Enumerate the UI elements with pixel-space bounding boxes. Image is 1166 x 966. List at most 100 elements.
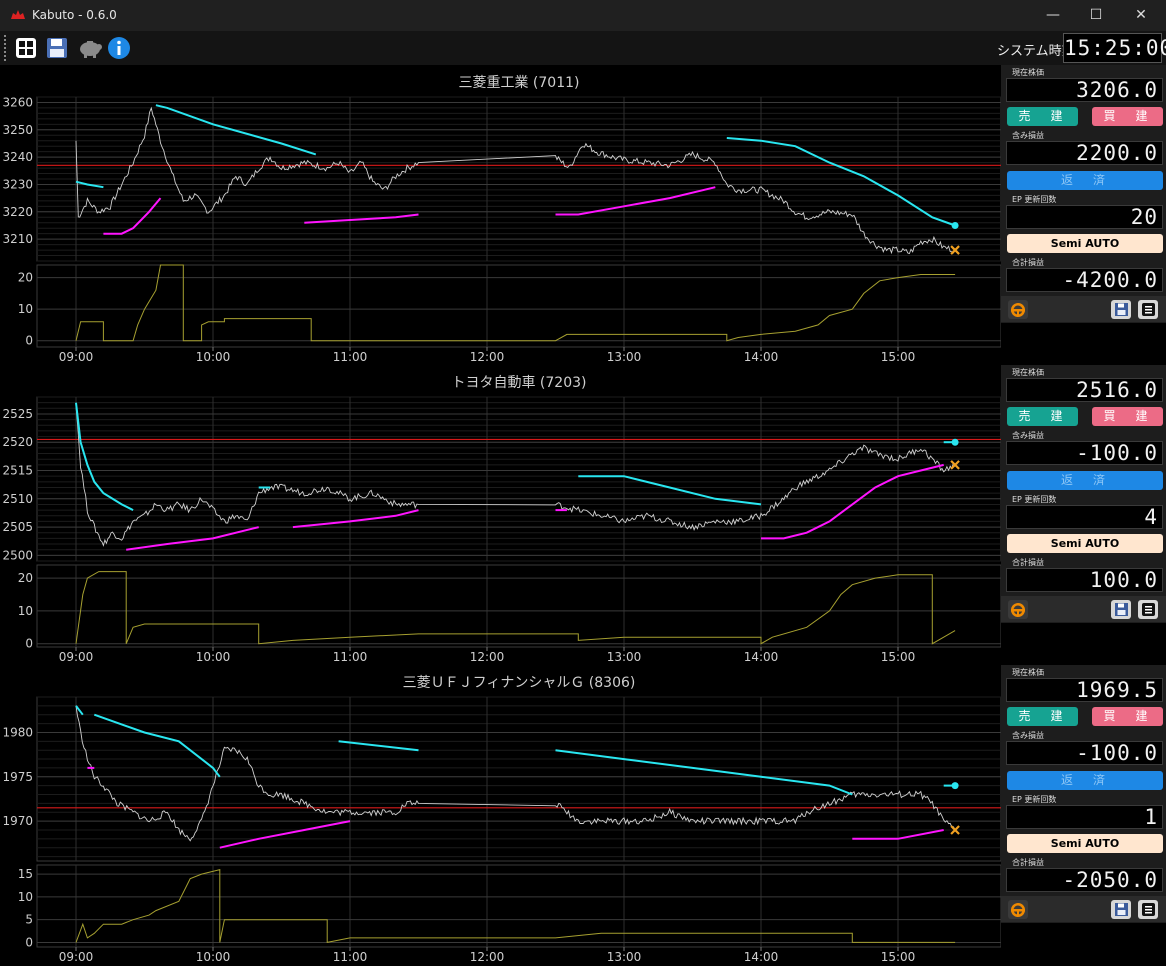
steering-wheel-button[interactable] (1008, 600, 1028, 619)
ep-update-count-value: 4 (1006, 505, 1163, 529)
unrealized-pl-label: 含み損益 (1012, 131, 1044, 140)
count-tick-label: 15 (18, 867, 33, 881)
price-plot-frame (36, 696, 1001, 862)
panel-footer (1001, 896, 1166, 922)
lower-trend-line (852, 829, 944, 840)
buy-open-button[interactable]: 買 建 (1092, 107, 1163, 126)
piggy-bank-icon (80, 41, 102, 58)
toolbar-grip-icon[interactable] (4, 35, 7, 61)
x-tick-label: 15:00 (881, 950, 916, 964)
total-pl-value: 100.0 (1006, 568, 1163, 592)
upper-trend-line (726, 137, 956, 227)
trend-endpoint-marker (951, 782, 959, 790)
last-price-cross-marker (950, 460, 960, 470)
info-icon (108, 37, 130, 59)
trade-panel-7011: 現在株価 3206.0 売 建 買 建 含み損益 2200.0 返 済 EP 更… (1001, 65, 1166, 323)
upper-trend-line (578, 475, 762, 506)
lower-trend-line (126, 526, 259, 551)
count-tick-label: 10 (18, 890, 33, 904)
sell-open-button[interactable]: 売 建 (1007, 707, 1078, 726)
price-tick-label: 3210 (2, 232, 33, 246)
panel-save-button[interactable] (1111, 600, 1131, 619)
price-tick-label: 2525 (2, 407, 33, 421)
upper-trend-line (75, 402, 134, 511)
price-line (75, 705, 956, 842)
semi-auto-button[interactable]: Semi AUTO (1007, 534, 1163, 553)
repay-button[interactable]: 返 済 (1007, 771, 1163, 790)
lower-trend-line (555, 186, 716, 216)
buy-open-button[interactable]: 買 建 (1092, 407, 1163, 426)
panel-save-button[interactable] (1111, 900, 1131, 919)
system-clock-display: 15:25:00 (1063, 33, 1166, 63)
info-button[interactable] (106, 35, 132, 61)
panel-list-button[interactable] (1138, 600, 1158, 619)
price-tick-label: 3220 (2, 205, 33, 219)
panel-list-button[interactable] (1138, 900, 1158, 919)
price-tick-label: 1970 (2, 814, 33, 828)
current-price-value: 1969.5 (1006, 678, 1163, 702)
steering-wheel-button[interactable] (1008, 300, 1028, 319)
x-tick-label: 09:00 (59, 350, 94, 364)
save-button[interactable] (44, 35, 70, 61)
count-tick-label: 20 (18, 271, 33, 285)
x-tick-label: 13:00 (607, 350, 642, 364)
x-tick-label: 11:00 (333, 950, 368, 964)
x-tick-label: 14:00 (744, 350, 779, 364)
total-pl-value: -4200.0 (1006, 268, 1163, 292)
grid-view-button[interactable] (13, 35, 39, 61)
count-tick-label: 5 (25, 913, 33, 927)
semi-auto-button[interactable]: Semi AUTO (1007, 834, 1163, 853)
total-pl-label: 合計損益 (1012, 858, 1044, 867)
total-pl-value: -2050.0 (1006, 868, 1163, 892)
price-tick-label: 2515 (2, 464, 33, 478)
last-price-cross-marker (950, 245, 960, 255)
unrealized-pl-value: 2200.0 (1006, 141, 1163, 165)
count-plot-frame (36, 564, 1001, 648)
chart-title: トヨタ自動車 (7203) (451, 374, 586, 391)
panel-list-button[interactable] (1138, 300, 1158, 319)
current-price-label: 現在株価 (1012, 68, 1044, 77)
upper-trend-line (555, 749, 853, 796)
repay-button[interactable]: 返 済 (1007, 471, 1163, 490)
unrealized-pl-label: 含み損益 (1012, 431, 1044, 440)
piggy-bank-button[interactable] (75, 35, 105, 61)
panel-save-button[interactable] (1111, 300, 1131, 319)
price-tick-label: 3260 (2, 95, 33, 109)
x-tick-label: 10:00 (196, 650, 231, 664)
upper-trend-line (93, 713, 221, 778)
current-price-label: 現在株価 (1012, 368, 1044, 377)
price-tick-label: 2510 (2, 492, 33, 506)
sell-open-button[interactable]: 売 建 (1007, 407, 1078, 426)
steering-wheel-icon (1011, 302, 1025, 317)
ep-update-count-label: EP 更新回数 (1012, 795, 1057, 804)
repay-button[interactable]: 返 済 (1007, 171, 1163, 190)
last-price-cross-marker (950, 825, 960, 835)
ep-update-count-label: EP 更新回数 (1012, 195, 1057, 204)
ep-count-line (75, 571, 956, 645)
unrealized-pl-value: -100.0 (1006, 441, 1163, 465)
list-icon (1141, 603, 1155, 616)
x-tick-label: 15:00 (881, 350, 916, 364)
current-price-value: 3206.0 (1006, 78, 1163, 102)
price-tick-label: 2500 (2, 548, 33, 562)
maximize-button[interactable]: ☐ (1089, 7, 1103, 23)
chart-7203: トヨタ自動車 (7203) 09:00 10:00 11:00 12:00 13:00 14… (2, 374, 1001, 664)
buy-open-button[interactable]: 買 建 (1092, 707, 1163, 726)
count-tick-label: 0 (25, 935, 33, 949)
count-tick-label: 0 (25, 637, 33, 651)
unrealized-pl-label: 含み損益 (1012, 731, 1044, 740)
steering-wheel-button[interactable] (1008, 900, 1028, 919)
ep-update-count-label: EP 更新回数 (1012, 495, 1057, 504)
price-tick-label: 3230 (2, 177, 33, 191)
semi-auto-button[interactable]: Semi AUTO (1007, 234, 1163, 253)
upper-trend-line (338, 740, 419, 752)
floppy-disk-icon (47, 38, 67, 58)
close-button[interactable]: ✕ (1135, 7, 1147, 23)
ep-update-count-value: 1 (1006, 805, 1163, 829)
sell-open-button[interactable]: 売 建 (1007, 107, 1078, 126)
minimize-button[interactable]: — (1046, 7, 1060, 23)
x-tick-label: 10:00 (196, 950, 231, 964)
lower-trend-line (292, 509, 419, 529)
app-title: Kabuto - 0.6.0 (32, 8, 117, 22)
upper-trend-line (155, 104, 317, 156)
